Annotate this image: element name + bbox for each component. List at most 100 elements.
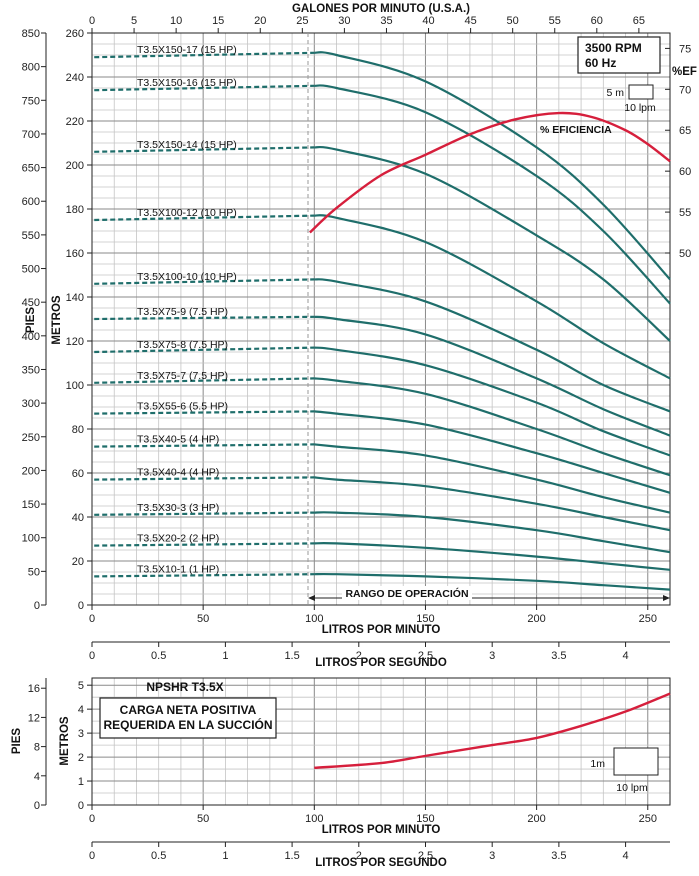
npsh-chart-grid [92,678,670,805]
gpm-axis-title: GALONES POR MINUTO (U.S.A.) [292,3,470,15]
pump-curve [314,511,671,554]
shutoff-line [94,542,315,547]
feet-tick-label: 200 [22,465,40,477]
gpm-tick-label: 55 [549,15,561,27]
npsh-caption-box [99,697,277,739]
feet-tick-label: 450 [22,297,40,309]
npsh-lpm-tick-label: 250 [639,813,657,825]
npsh-lpm-axis-title: LITROS POR MINUTO [322,824,441,836]
feet-tick-label: 800 [22,62,40,74]
feet-tick-label: 150 [22,499,40,511]
pump-curve-label: T3.5X150-14 (15 HP) [137,139,237,151]
lps-tick-label: 0.5 [151,650,166,662]
pump-curve [314,410,671,494]
meter-tick-label: 80 [72,424,84,436]
gpm-tick-label: 50 [507,15,519,27]
pump-curve [314,476,671,532]
npsh-feet-tick-label: 16 [28,683,40,695]
pump-curves: T3.5X150-17 (15 HP) T3.5X150-16 (15 HP) T3… [94,44,671,591]
shutoff-line [94,410,315,415]
scale-height-label: 5 m [606,87,624,99]
efficiency-tick-label: 65 [679,125,691,137]
npsh-feet-tick-label: 8 [34,742,40,754]
lps-tick-label: 3.5 [551,650,566,662]
meter-tick-label: 140 [66,292,84,304]
npsh-plot-frame [91,677,671,806]
pump-curve [314,51,671,281]
meter-tick-label: 60 [72,468,84,480]
lpm-tick-label: 100 [305,613,323,625]
lps-tick-label: 2.5 [418,650,433,662]
npsh-lpm-tick-label: 150 [416,813,434,825]
gpm-tick-label: 20 [254,15,266,27]
lps-tick-label: 1 [222,650,228,662]
pump-curve-label: T3.5X100-12 (10 HP) [137,207,237,219]
npsh-lps-tick-label: 3 [489,850,495,862]
efficiency-tick-label: 50 [679,248,691,260]
shutoff-line [94,278,315,285]
lps-tick-label: 2 [356,650,362,662]
meter-tick-label: 20 [72,556,84,568]
efficiency-tick-label: 70 [679,84,691,96]
pump-curve-label: T3.5X10-1 (1 HP) [137,563,219,575]
shutoff-line [94,146,315,153]
pump-curve-label: T3.5X75-9 (7.5 HP) [137,306,228,318]
pump-curve [314,443,671,514]
npsh-caption-line2: REQUERIDA EN LA SUCCIÓN [103,717,272,732]
pump-curve [314,278,671,413]
pump-curve-label: T3.5X30-3 (3 HP) [137,502,219,514]
gpm-tick-label: 60 [591,15,603,27]
shutoff-line [94,443,315,448]
pump-curve [314,377,671,477]
lpm-tick-label: 200 [527,613,545,625]
lpm-tick-label: 50 [197,613,209,625]
pump-curve-label: T3.5X150-16 (15 HP) [137,77,237,89]
npshr-curve [314,692,671,770]
pump-curve [314,346,671,457]
shutoff-line [94,377,315,384]
operating-range-label-bg [342,586,472,600]
pump-curve [314,214,671,380]
pump-curve-label: T3.5X20-2 (2 HP) [137,533,219,545]
pump-curve-label: T3.5X75-7 (7.5 HP) [137,370,228,382]
pump-curve-label: T3.5X100-10 (10 HP) [137,271,237,283]
meter-tick-label: 40 [72,512,84,524]
npsh-lps-tick-label: 3.5 [551,850,566,862]
npsh-lpm-tick-label: 50 [197,813,209,825]
gpm-tick-label: 65 [633,15,645,27]
main-plot-frame [91,32,671,606]
main-chart-grid [92,33,670,605]
npsh-feet-tick-label: 4 [34,771,40,783]
shutoff-line [94,476,315,481]
pump-curve [314,145,671,342]
efficiency-curve-label: % EFICIENCIA [540,124,612,136]
feet-tick-label: 750 [22,95,40,107]
npsh-lpm-tick-label: 200 [527,813,545,825]
npsh-lps-tick-label: 1 [222,850,228,862]
pump-curve-label: T3.5X75-8 (7.5 HP) [137,339,228,351]
gpm-tick-label: 35 [380,15,392,27]
pump-curve [314,84,671,305]
feet-tick-label: 350 [22,364,40,376]
lps-tick-label: 0 [89,650,95,662]
npsh-lpm-tick-label: 0 [89,813,95,825]
shutoff-line [94,573,315,578]
scale-flow-label: 10 lpm [624,102,656,114]
lps-axis-title: LITROS POR SEGUNDO [315,657,447,669]
gpm-tick-label: 5 [131,15,137,27]
npsh-feet-tick-label: 12 [28,712,40,724]
meter-tick-label: 0 [78,600,84,612]
npsh-scale-height-label: 1m [590,758,605,770]
efficiency-axis-title: %EF [672,66,697,78]
lpm-tick-label: 250 [639,613,657,625]
pump-curve [314,572,671,591]
operating-range-arrow-right [663,595,670,601]
efficiency-tick-label: 60 [679,166,691,178]
gpm-tick-label: 40 [422,15,434,27]
feet-tick-label: 550 [22,230,40,242]
npsh-title: NPSHR T3.5X [146,680,223,694]
lps-tick-label: 4 [623,650,629,662]
npsh-feet-axis-title: PIES [11,728,23,755]
